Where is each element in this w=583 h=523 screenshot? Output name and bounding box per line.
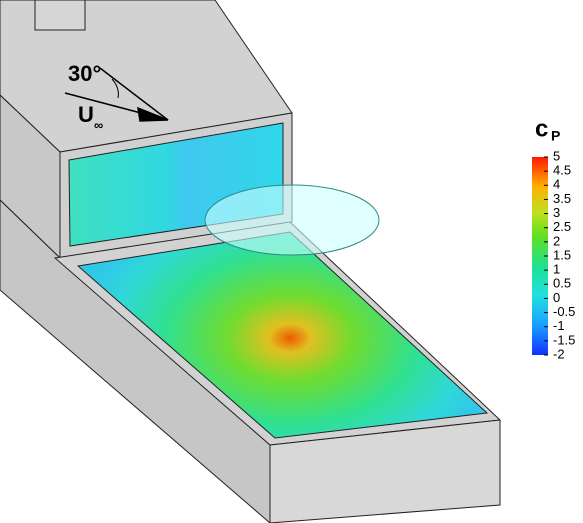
tick-label: -2	[553, 346, 565, 361]
velocity-subscript: ∞	[94, 117, 103, 132]
tick-label: 1	[553, 262, 560, 277]
tick-label: -0.5	[553, 304, 575, 319]
tick-label: 0	[553, 290, 560, 305]
figure: 30° U ∞ c P -2-1.5-1-0.500.511.522.533.5…	[0, 0, 583, 523]
tick-label: 2.5	[553, 219, 571, 234]
tick-label: 1.5	[553, 247, 571, 262]
tick-label: 3	[553, 205, 560, 220]
tick-label: 5	[553, 148, 560, 163]
tick-label: 3.5	[553, 191, 571, 206]
ellipse	[205, 185, 379, 255]
small-block	[35, 0, 85, 30]
tick-label: 4	[553, 177, 560, 192]
tick-label: 2	[553, 233, 560, 248]
tick-label: -1.5	[553, 332, 575, 347]
tick-label: -1	[553, 318, 565, 333]
tick-label: 4.5	[553, 163, 571, 178]
colorbar-title: c	[535, 115, 548, 142]
colorbar-title-subscript: P	[551, 128, 560, 144]
page: {"annotations":{"angle":"30°","velocity"…	[0, 0, 583, 523]
tick-label: 0.5	[553, 276, 571, 291]
angle-label: 30°	[68, 61, 101, 86]
velocity-label: U	[78, 102, 94, 127]
